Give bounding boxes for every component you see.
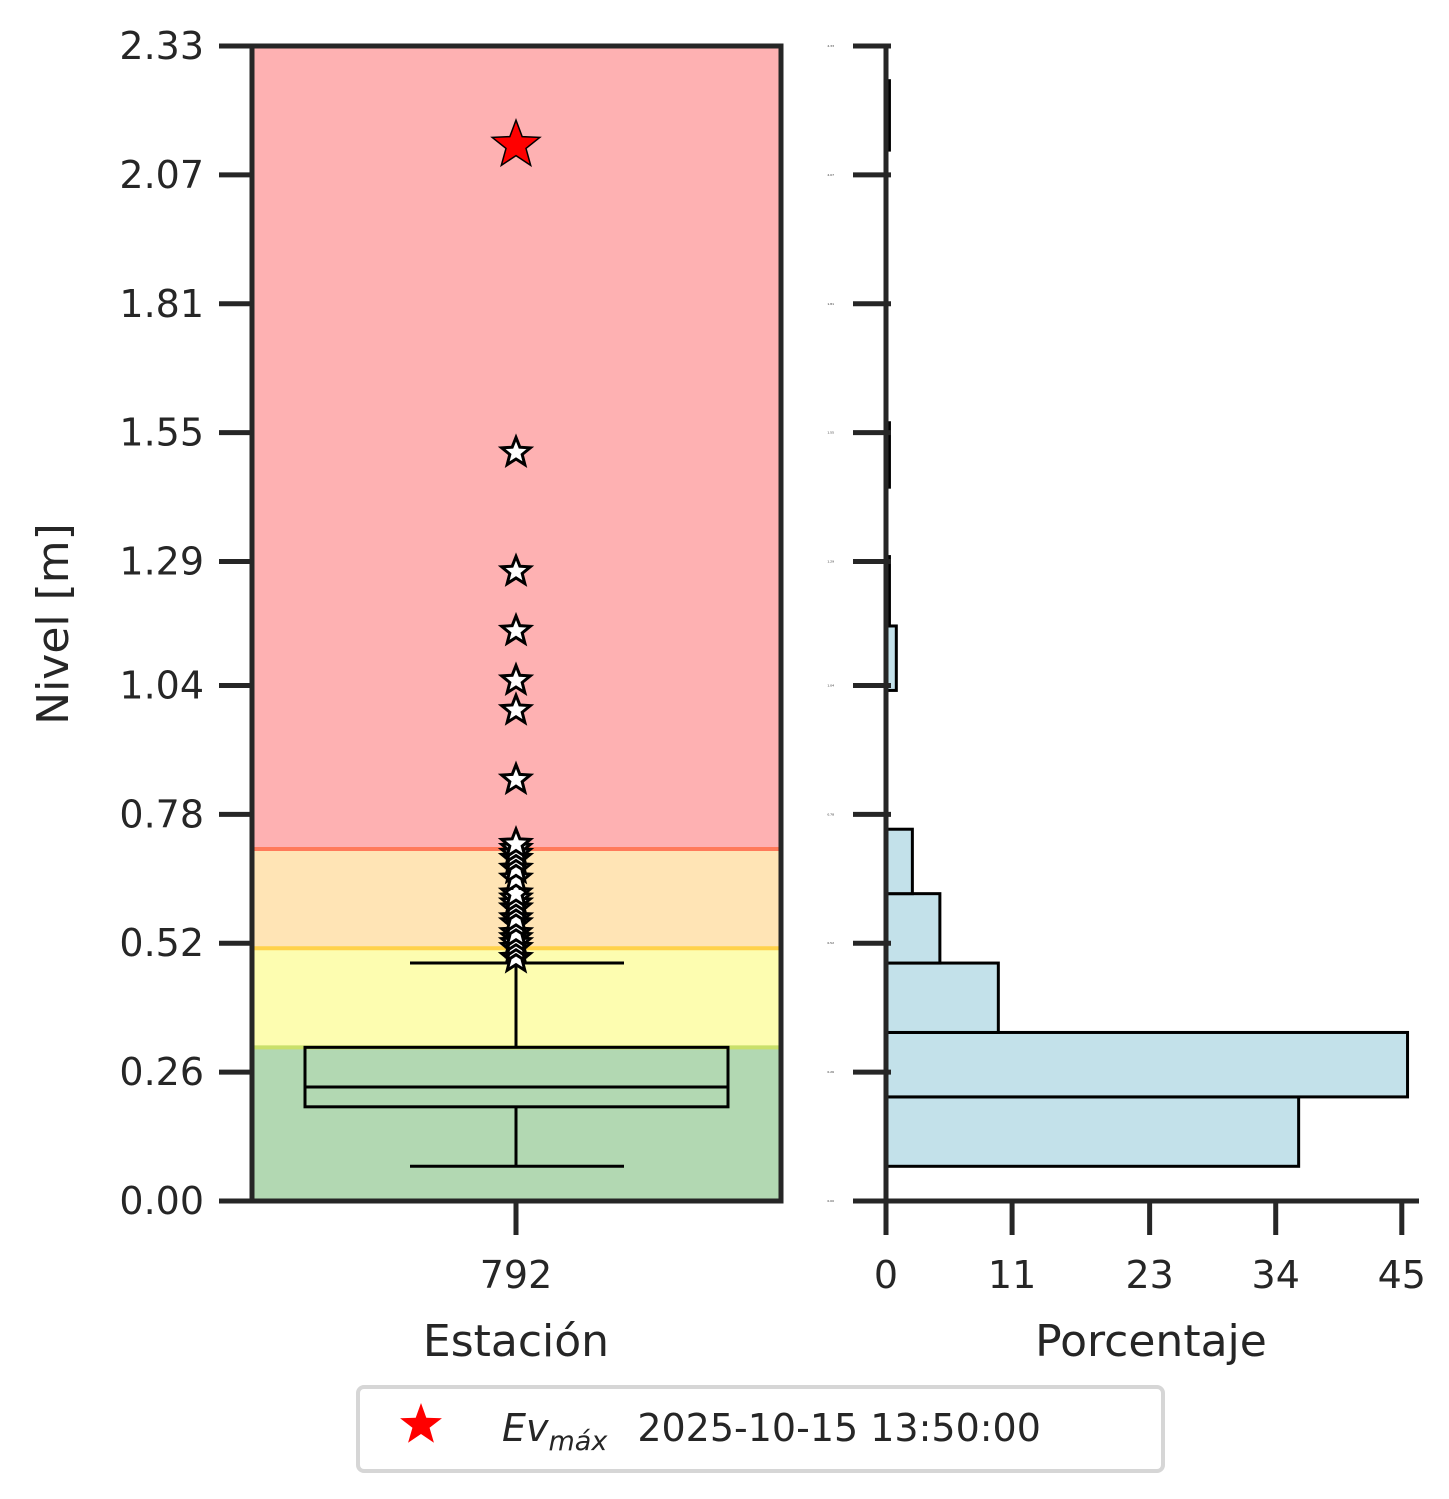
right-ytick-label: 1.29 [827, 560, 834, 564]
left-ytick-label: 1.55 [119, 411, 204, 455]
outlier-star [497, 661, 535, 696]
x-axis-title-left: Estación [423, 1316, 609, 1367]
y-axis-title: Nivel [m] [28, 523, 79, 725]
histogram-bar [884, 827, 914, 896]
right-xtick-label: 45 [1378, 1253, 1426, 1297]
left-ytick-label: 2.07 [119, 153, 204, 197]
left-ytick-label: 0.00 [119, 1179, 204, 1223]
left-ytick-label: 1.81 [119, 282, 204, 326]
outlier-star [497, 824, 535, 860]
legend-label: Evmáx 2025-10-15 13:50:00 [502, 1406, 1041, 1457]
legend-label-date: 2025-10-15 13:50:00 [637, 1406, 1041, 1450]
outlier-star [497, 691, 535, 726]
right-ytick-label: 0.78 [827, 812, 834, 816]
max-event-marker [490, 117, 542, 168]
histogram-bars [884, 79, 1410, 1168]
right-ytick-label: 2.33 [827, 44, 834, 48]
boxplot [303, 961, 730, 1168]
legend-star [400, 1403, 442, 1443]
right-ytick-label: 0.52 [827, 941, 834, 945]
right-ytick-label: 1.04 [827, 683, 834, 687]
outlier-star [497, 760, 535, 796]
left-xtick-label: 792 [480, 1253, 553, 1297]
left-ytick-label: 0.78 [119, 792, 204, 836]
outlier-star [497, 874, 535, 910]
legend-star-icon [400, 1403, 442, 1443]
outlier-star [497, 552, 535, 587]
outlier-star [497, 611, 535, 647]
outlier-star [497, 914, 535, 949]
right-ytick-label: 2.07 [827, 173, 834, 177]
right-y-axis: 0.00 0.26 0.52 0.78 1.04 1.29 1.55 1.81 2.07 2.33 [827, 43, 891, 1204]
right-xtick-label: 34 [1252, 1253, 1300, 1297]
left-ytick-label: 0.26 [119, 1050, 204, 1094]
outlier-markers [497, 433, 535, 974]
left-y-axis: 0.00 0.26 0.52 0.78 1.04 1.29 1.55 1.81 2.07 2.33 [119, 24, 252, 1223]
histogram-bar [884, 1030, 1410, 1099]
max-event-star [490, 117, 542, 168]
outlier-star [497, 433, 535, 468]
right-ytick-label: 1.55 [827, 431, 834, 435]
right-xtick-label: 11 [988, 1253, 1036, 1297]
legend-box [356, 1385, 1165, 1473]
left-ytick-label: 1.29 [119, 540, 204, 584]
right-ytick-label: 0.26 [827, 1070, 834, 1074]
legend-label-sub: máx [549, 1426, 609, 1457]
right-x-axis: 0 11 23 34 45 [874, 1201, 1426, 1297]
legend: Evmáx 2025-10-15 13:50:00 [356, 1385, 1165, 1473]
right-ytick-label: 0.00 [827, 1199, 834, 1203]
histogram-bar [884, 1095, 1301, 1168]
left-ytick-label: 2.33 [119, 24, 204, 68]
right-xtick-label: 23 [1125, 1253, 1173, 1297]
left-ytick-label: 0.52 [119, 921, 204, 965]
histogram-panel: 0.00 0.26 0.52 0.78 1.04 1.29 1.55 1.81 2.07 2.33… [827, 43, 1426, 1367]
left-x-axis: 792 [480, 1201, 553, 1297]
legend-label-base: Ev [502, 1406, 549, 1450]
right-xtick-label: 0 [874, 1253, 898, 1297]
right-ytick-label: 1.81 [827, 302, 834, 306]
x-axis-title-right: Porcentaje [1035, 1316, 1267, 1367]
histogram-bar [884, 961, 1000, 1034]
boxplot-panel: 0.00 0.26 0.52 0.78 1.04 1.29 1.55 1.81 2.07 2.33… [28, 24, 784, 1367]
left-ytick-label: 1.04 [119, 663, 204, 707]
histogram-bar [884, 892, 942, 965]
